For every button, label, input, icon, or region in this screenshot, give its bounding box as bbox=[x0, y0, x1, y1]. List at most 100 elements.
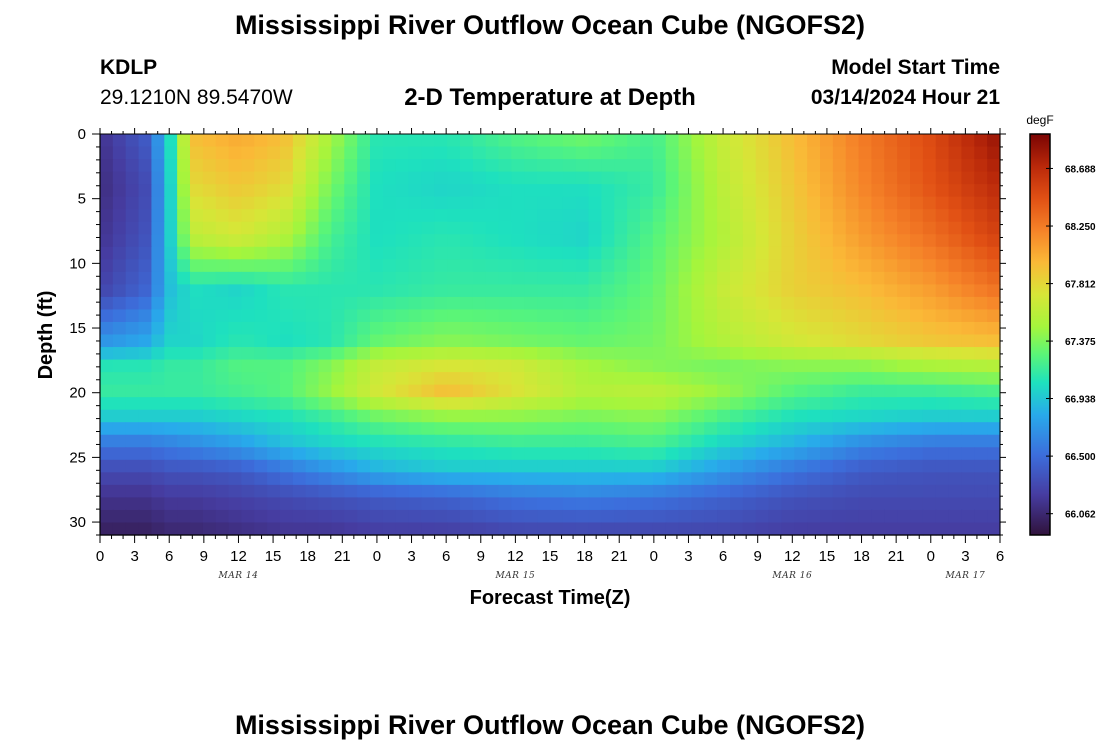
heatmap-cell bbox=[241, 447, 255, 461]
heatmap-cell bbox=[652, 522, 667, 536]
heatmap-cell bbox=[357, 397, 371, 411]
heatmap-cell bbox=[974, 271, 988, 285]
heatmap-cell bbox=[691, 422, 705, 436]
heatmap-cell bbox=[305, 359, 320, 373]
heatmap-cell bbox=[794, 284, 808, 298]
heatmap-cell bbox=[267, 347, 281, 361]
heatmap-cell bbox=[472, 484, 487, 499]
heatmap-cell bbox=[215, 497, 230, 511]
heatmap-cell bbox=[832, 497, 847, 511]
x-tick-label: 0 bbox=[96, 548, 104, 565]
heatmap-cell bbox=[498, 134, 513, 148]
heatmap-cell bbox=[730, 259, 744, 273]
heatmap-cell bbox=[537, 384, 551, 398]
heatmap-cell bbox=[640, 509, 654, 524]
heatmap-cell bbox=[151, 434, 165, 448]
heatmap-cell bbox=[935, 284, 950, 298]
heatmap-cell bbox=[871, 159, 885, 173]
heatmap-cell bbox=[460, 159, 474, 173]
heatmap-cell bbox=[974, 246, 988, 260]
heatmap-cell bbox=[730, 234, 744, 248]
heatmap-cell bbox=[267, 234, 281, 248]
heatmap-cell bbox=[241, 459, 255, 473]
heatmap-cell bbox=[614, 384, 628, 398]
heatmap-cell bbox=[678, 522, 693, 536]
heatmap-cell bbox=[460, 271, 474, 285]
heatmap-cell bbox=[395, 209, 410, 223]
heatmap-cell bbox=[730, 434, 744, 448]
heatmap-cell bbox=[318, 434, 333, 448]
heatmap-cell bbox=[125, 384, 140, 398]
heatmap-cell bbox=[871, 171, 885, 185]
heatmap-cell bbox=[485, 384, 500, 398]
heatmap-cell bbox=[588, 184, 603, 198]
heatmap-cell bbox=[704, 221, 718, 235]
heatmap-cell bbox=[858, 259, 873, 273]
heatmap-cell bbox=[768, 196, 783, 210]
heatmap-cell bbox=[292, 384, 307, 398]
heatmap-cell bbox=[228, 497, 243, 511]
heatmap-cell bbox=[922, 347, 937, 361]
heatmap-cell bbox=[704, 234, 718, 248]
heatmap-cell bbox=[382, 309, 397, 323]
heatmap-cell bbox=[357, 509, 371, 524]
heatmap-cell bbox=[665, 184, 680, 198]
heatmap-cell bbox=[832, 271, 847, 285]
heatmap-cell bbox=[485, 472, 500, 486]
heatmap-cell bbox=[974, 347, 988, 361]
heatmap-cell bbox=[807, 522, 821, 536]
heatmap-cell bbox=[472, 397, 487, 411]
heatmap-cell bbox=[408, 384, 423, 398]
heatmap-cell bbox=[524, 472, 538, 486]
heatmap-cell bbox=[948, 509, 963, 524]
heatmap-cell bbox=[884, 347, 898, 361]
heatmap-cell bbox=[627, 146, 641, 160]
heatmap-cell bbox=[794, 409, 808, 423]
heatmap-cell bbox=[395, 196, 410, 210]
heatmap-cell bbox=[627, 259, 641, 273]
heatmap-cell bbox=[138, 497, 153, 511]
heatmap-cell bbox=[550, 409, 564, 423]
heatmap-cell bbox=[228, 409, 243, 423]
heatmap-cell bbox=[460, 184, 474, 198]
heatmap-cell bbox=[987, 309, 1001, 323]
heatmap-cell bbox=[498, 472, 513, 486]
heatmap-cell bbox=[177, 296, 191, 311]
heatmap-cell bbox=[897, 434, 911, 448]
heatmap-cell bbox=[267, 259, 281, 273]
heatmap-cell bbox=[652, 209, 667, 223]
heatmap-cell bbox=[228, 372, 243, 386]
heatmap-cell bbox=[382, 246, 397, 260]
heatmap-cell bbox=[897, 284, 911, 298]
heatmap-cell bbox=[614, 347, 628, 361]
heatmap-cell bbox=[537, 146, 551, 160]
heatmap-cell bbox=[935, 397, 950, 411]
heatmap-cell bbox=[395, 284, 410, 298]
heatmap-cell bbox=[254, 472, 268, 486]
heatmap-cell bbox=[948, 184, 963, 198]
heatmap-cell bbox=[550, 422, 564, 436]
heatmap-cell bbox=[498, 447, 513, 461]
heatmap-cell bbox=[640, 422, 654, 436]
heatmap-cell bbox=[305, 221, 320, 235]
heatmap-cell bbox=[370, 196, 384, 210]
heatmap-cell bbox=[292, 234, 307, 248]
heatmap-cell bbox=[357, 234, 371, 248]
heatmap-cell bbox=[537, 171, 551, 185]
heatmap-cell bbox=[807, 347, 821, 361]
heatmap-cell bbox=[640, 284, 654, 298]
heatmap-cell bbox=[537, 484, 551, 499]
heatmap-cell bbox=[691, 159, 705, 173]
heatmap-cell bbox=[794, 209, 808, 223]
heatmap-cell bbox=[627, 159, 641, 173]
heatmap-cell bbox=[614, 259, 628, 273]
heatmap-cell bbox=[370, 171, 384, 185]
heatmap-cell bbox=[948, 146, 963, 160]
heatmap-cell bbox=[434, 134, 448, 148]
heatmap-cell bbox=[241, 359, 255, 373]
heatmap-cell bbox=[100, 359, 114, 373]
heatmap-cell bbox=[485, 296, 500, 311]
heatmap-cell bbox=[820, 146, 834, 160]
heatmap-cell bbox=[922, 509, 937, 524]
heatmap-cell bbox=[652, 171, 667, 185]
